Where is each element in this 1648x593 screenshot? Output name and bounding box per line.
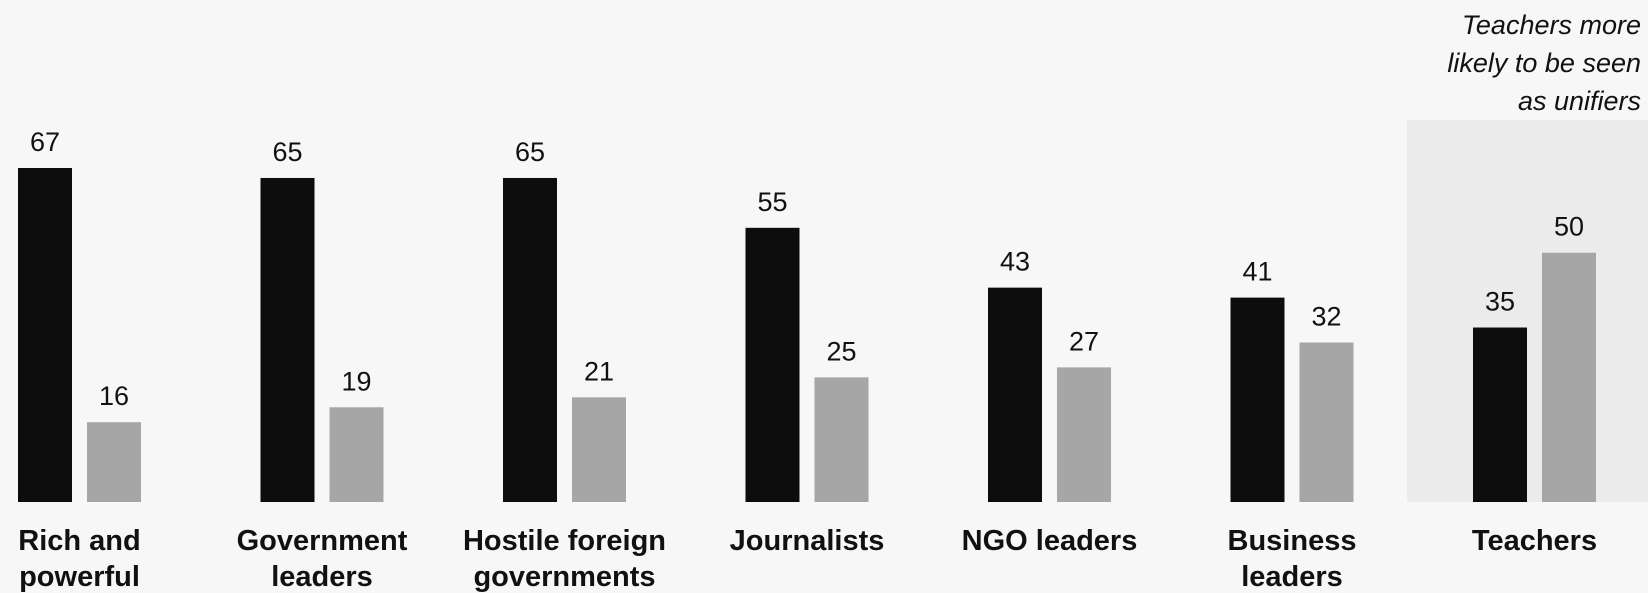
bar-dark xyxy=(503,177,557,502)
bar-light xyxy=(329,407,384,502)
data-label: 67 xyxy=(30,127,60,157)
bar-light xyxy=(1057,367,1111,502)
annotation-line: as unifiers xyxy=(1518,86,1641,116)
category-label: governments xyxy=(473,561,655,593)
category-label: Teachers xyxy=(1472,525,1597,557)
bar-dark xyxy=(18,168,72,502)
bar-dark xyxy=(745,227,800,502)
data-label: 16 xyxy=(99,381,129,411)
category-label: powerful xyxy=(19,561,140,593)
data-label: 21 xyxy=(584,356,614,386)
bar-dark xyxy=(1473,327,1527,502)
category-label: Rich and xyxy=(18,525,140,557)
data-label: 65 xyxy=(515,137,545,167)
data-label: 25 xyxy=(826,336,856,366)
bar-dark xyxy=(260,177,315,502)
data-label: 27 xyxy=(1069,326,1099,356)
data-label: 19 xyxy=(341,366,371,396)
bar-dark xyxy=(988,287,1042,502)
bar-light xyxy=(87,422,141,502)
category-label: NGO leaders xyxy=(962,525,1138,557)
bar-light xyxy=(1542,252,1596,502)
annotation-line: Teachers more xyxy=(1462,10,1641,40)
data-label: 55 xyxy=(757,187,787,217)
data-label: 43 xyxy=(1000,247,1030,277)
highlight-background xyxy=(1407,120,1648,502)
bar-light xyxy=(572,397,626,502)
data-label: 41 xyxy=(1242,257,1272,287)
data-label: 32 xyxy=(1311,301,1341,331)
data-label: 50 xyxy=(1554,212,1584,242)
category-label: Journalists xyxy=(730,525,885,557)
bar-dark xyxy=(1230,297,1285,502)
category-label: Government xyxy=(237,525,408,557)
bar-light xyxy=(814,377,869,502)
annotation-line: likely to be seen xyxy=(1447,48,1641,78)
data-label: 65 xyxy=(272,137,302,167)
category-label: Business xyxy=(1228,525,1357,557)
bar-light xyxy=(1299,342,1354,502)
category-label: leaders xyxy=(1241,561,1343,593)
category-label: Hostile foreign xyxy=(463,525,666,557)
category-label: leaders xyxy=(271,561,373,593)
data-label: 35 xyxy=(1485,287,1515,317)
